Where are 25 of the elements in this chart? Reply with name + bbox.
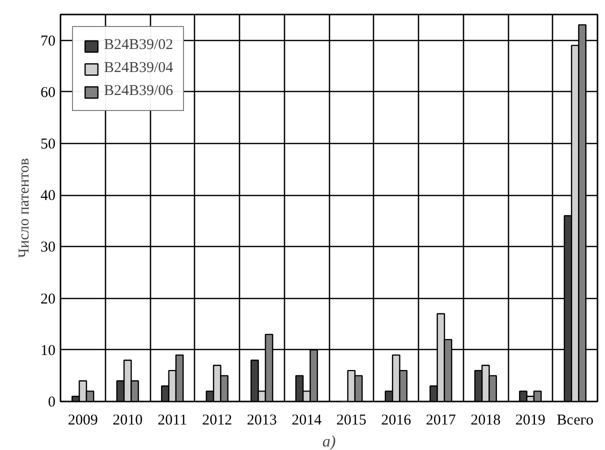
x-tick-label: 2015 <box>336 412 366 428</box>
y-tick-label: 20 <box>40 291 56 308</box>
y-tick-label: 30 <box>40 240 56 256</box>
legend-label: B24B39/04 <box>104 60 174 77</box>
x-tick-label: 2013 <box>246 412 277 428</box>
x-tick-label: 2010 <box>112 412 143 428</box>
y-tick-label: 70 <box>40 33 56 50</box>
x-tick-label: 2011 <box>158 412 188 428</box>
x-tick-label: 2009 <box>68 412 98 428</box>
y-tick-label: 50 <box>40 136 56 152</box>
legend-label: B24B39/02 <box>104 37 174 54</box>
x-tick-label: 2018 <box>470 412 501 428</box>
legend-label: B24B39/06 <box>104 83 174 100</box>
x-tick-label: 2017 <box>426 412 456 428</box>
x-tick-label: 2016 <box>381 412 412 428</box>
y-axis-title: Число патентов <box>16 158 32 258</box>
y-tick-label: 60 <box>40 84 56 101</box>
y-tick-label: 40 <box>40 188 56 204</box>
y-tick-label: 10 <box>40 342 56 359</box>
text: а) <box>322 434 336 450</box>
x-tick-label: 2014 <box>292 412 322 428</box>
x-tick-label: 2019 <box>515 412 546 428</box>
y-tick-label: 0 <box>48 394 56 410</box>
x-tick-label: Всего <box>556 412 594 428</box>
x-tick-label: 2012 <box>202 412 232 428</box>
